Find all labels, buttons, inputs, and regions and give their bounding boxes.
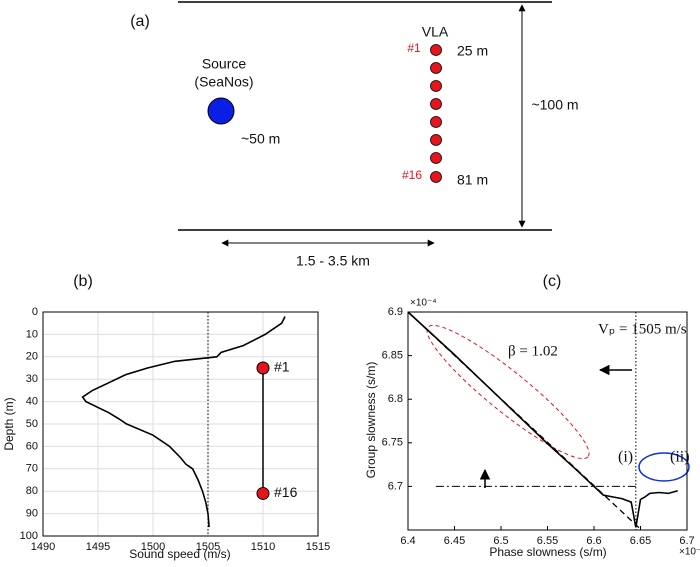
annotation: β = 1.02 xyxy=(508,343,558,359)
hydrophones xyxy=(430,44,442,183)
vla-label: VLA xyxy=(422,24,449,40)
hydrophone xyxy=(430,44,442,56)
x-exponent: ×10⁻⁴ xyxy=(679,547,700,558)
plot-frame xyxy=(407,311,688,531)
series-line xyxy=(407,311,641,530)
x-tick-label: 6.65 xyxy=(630,535,651,547)
highlight-ellipse xyxy=(638,452,690,482)
hydrophone xyxy=(430,98,442,110)
source xyxy=(207,97,235,125)
array-label: #16 xyxy=(274,484,298,500)
array-element xyxy=(256,361,270,375)
y-exponent: ×10⁻⁴ xyxy=(410,298,437,309)
source-label: Source xyxy=(202,56,247,72)
annotation: Vₚ = 1505 m/s xyxy=(598,321,687,337)
panel-a: (a) Source (SeaNos) ~50 m VLA #1 25 m #1… xyxy=(130,1,579,269)
y-tick-label: 6.85 xyxy=(382,350,403,362)
y-tick-label: 6.75 xyxy=(382,437,403,449)
y-tick-label: 100 xyxy=(20,530,38,542)
first-depth: 25 m xyxy=(457,43,488,59)
source-sublabel: (SeaNos) xyxy=(194,74,253,90)
series-line xyxy=(407,311,678,528)
panel-label: (c) xyxy=(543,273,562,290)
hydrophone xyxy=(430,116,442,128)
x-tick-label: 6.55 xyxy=(537,535,558,547)
range-label: 1.5 - 3.5 km xyxy=(296,253,370,269)
panel-c-shapes xyxy=(426,324,690,488)
panel-label: (b) xyxy=(73,273,93,290)
y-axis-label: Group slowness (s/m) xyxy=(364,362,378,479)
hydrophone xyxy=(430,134,442,146)
annotation: (ii) xyxy=(670,449,690,466)
x-tick-label: 1490 xyxy=(31,541,55,553)
hydrophone xyxy=(430,171,442,183)
hydrophone xyxy=(430,62,442,74)
x-axis-label: Phase slowness (s/m) xyxy=(489,545,606,559)
x-tick-label: 6.6 xyxy=(586,535,601,547)
y-tick-label: 40 xyxy=(26,396,38,408)
array-label: #1 xyxy=(274,359,290,375)
y-tick-label: 80 xyxy=(26,485,38,497)
panel-label: (a) xyxy=(130,13,150,30)
water-depth: ~100 m xyxy=(531,97,578,113)
x-tick-label: 1500 xyxy=(141,541,165,553)
x-axis-label: Sound speed (m/s) xyxy=(129,547,230,561)
annotation: (i) xyxy=(618,449,633,466)
y-tick-label: 6.9 xyxy=(388,306,403,318)
x-tick-label: 1510 xyxy=(251,541,275,553)
plot-frame xyxy=(42,311,319,537)
x-tick-label: 6.5 xyxy=(493,535,508,547)
y-tick-label: 10 xyxy=(26,328,38,340)
y-tick-label: 60 xyxy=(26,440,38,452)
y-tick-label: 70 xyxy=(26,463,38,475)
x-tick-label: 1495 xyxy=(86,541,110,553)
source-depth: ~50 m xyxy=(241,131,280,147)
fit-ellipse xyxy=(426,324,590,460)
last-label: #16 xyxy=(402,168,422,182)
array-element xyxy=(256,486,270,500)
y-axis-label: Depth (m) xyxy=(2,397,16,450)
y-tick-label: 50 xyxy=(26,418,38,430)
y-tick-label: 0 xyxy=(32,306,38,318)
x-tick-label: 6.7 xyxy=(679,535,694,547)
y-tick-label: 90 xyxy=(26,508,38,520)
last-depth: 81 m xyxy=(457,172,488,188)
y-tick-label: 20 xyxy=(26,351,38,363)
x-tick-label: 1505 xyxy=(196,541,220,553)
hydrophone xyxy=(430,152,442,164)
y-tick-label: 6.7 xyxy=(388,480,403,492)
x-tick-label: 6.45 xyxy=(444,535,465,547)
first-label: #1 xyxy=(407,41,421,55)
x-tick-label: 1515 xyxy=(306,541,330,553)
series-line xyxy=(81,316,286,528)
y-tick-label: 30 xyxy=(26,373,38,385)
x-tick-label: 6.4 xyxy=(400,535,415,547)
y-tick-label: 6.8 xyxy=(388,393,403,405)
hydrophone xyxy=(430,80,442,92)
